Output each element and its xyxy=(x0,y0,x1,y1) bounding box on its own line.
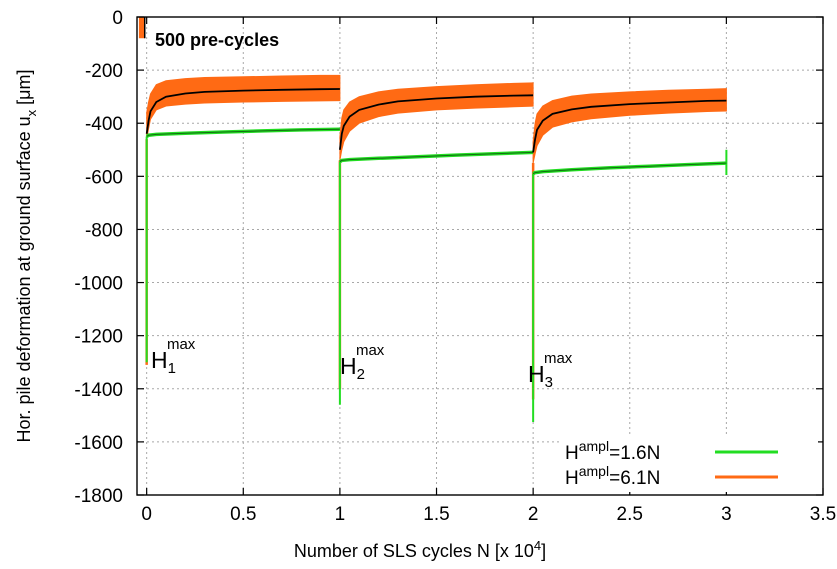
legend: Hampl=1.6N Hampl=6.1N xyxy=(560,436,818,492)
series-1-6n-line-core xyxy=(339,151,534,163)
series-6-1n-band xyxy=(532,88,727,164)
y-tick-label: -400 xyxy=(85,114,123,135)
y-tick-label: -1200 xyxy=(74,327,123,348)
series-1-6n-line-core xyxy=(146,128,340,137)
plot-frame xyxy=(136,16,824,496)
x-tick-label: 2 xyxy=(528,504,539,525)
annotation-h2-max: H2max xyxy=(340,342,385,383)
x-tick-label: 1.5 xyxy=(423,504,449,525)
series-1-6n-line-core xyxy=(532,162,727,175)
x-tick-label: 0 xyxy=(141,504,152,525)
y-tick-label: 0 xyxy=(112,8,123,29)
y-axis-title: Hor. pile deformation at ground surface … xyxy=(14,69,39,442)
y-tick-label: -200 xyxy=(85,61,123,82)
x-tick-label: 1 xyxy=(335,504,346,525)
y-tick-label: -600 xyxy=(85,167,123,188)
annotation-h3-max: H3max xyxy=(528,350,573,391)
annotation-pre-cycles: 500 pre-cycles xyxy=(155,30,279,50)
series-mean-line xyxy=(145,88,340,134)
y-tick-label: -1600 xyxy=(74,433,123,454)
legend-label-1-6n: Hampl=1.6N xyxy=(565,438,660,464)
y-tick-label: -800 xyxy=(85,220,123,241)
series-1-6n-line xyxy=(145,127,340,138)
series-6-1n-band xyxy=(146,74,341,140)
y-tick-label: -1800 xyxy=(74,486,123,507)
legend-label-6-1n: Hampl=6.1N xyxy=(565,463,660,489)
tick-layer: 0 0.5 1 1.5 2 2.5 3 3.5 0 -200 -400 -600 -800 -1000 -1… xyxy=(74,8,836,525)
series-mean-line xyxy=(339,94,534,150)
annotation-h1-max: H1max xyxy=(151,336,196,377)
x-tick-label: 2.5 xyxy=(617,504,643,525)
x-tick-label: 3 xyxy=(721,504,732,525)
y-tick-label: -1000 xyxy=(74,274,123,295)
legend-background xyxy=(560,436,818,492)
y-tick-label: -1400 xyxy=(74,380,123,401)
x-tick-label: 3.5 xyxy=(810,504,836,525)
series-mean-line xyxy=(532,99,727,153)
x-tick-label: 0.5 xyxy=(230,504,256,525)
series-6-1n-pre-cycles xyxy=(138,17,145,39)
data-layer xyxy=(138,17,728,422)
x-axis-title: Number of SLS cycles N [x 104] xyxy=(294,538,546,561)
